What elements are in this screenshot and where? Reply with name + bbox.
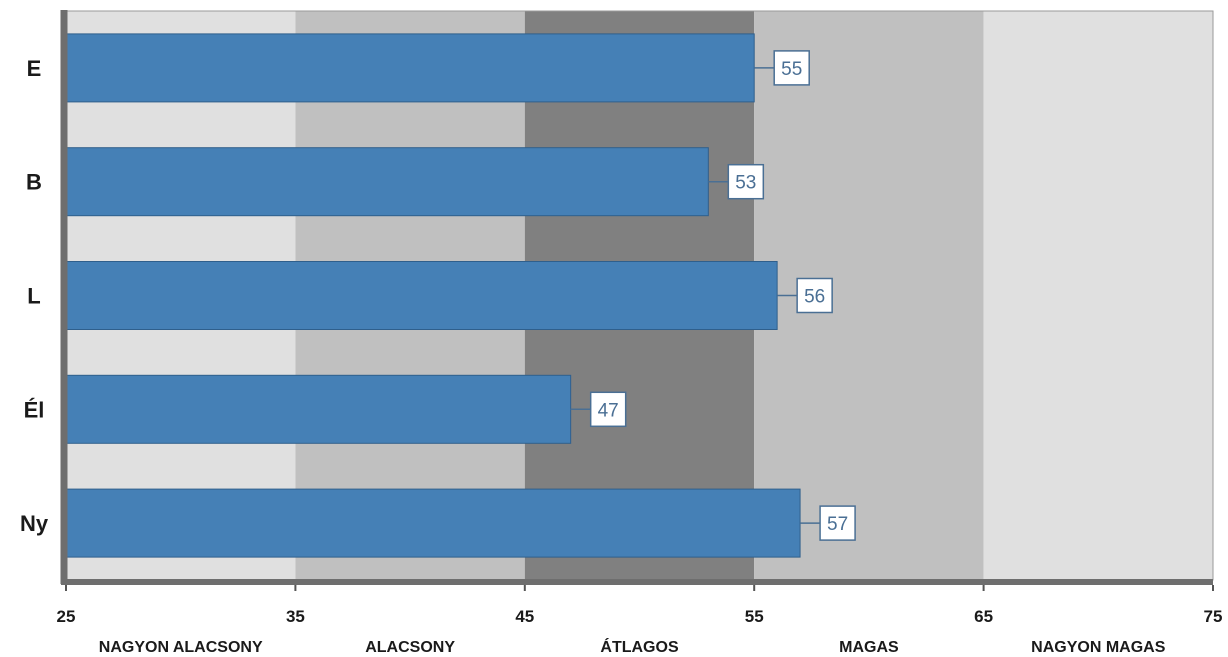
axes-group	[60, 10, 1214, 591]
bar	[65, 147, 709, 217]
value-label: 57	[827, 514, 848, 535]
category-label: E	[27, 56, 42, 81]
category-label: L	[27, 284, 40, 309]
value-label-box	[796, 277, 833, 314]
bar	[65, 33, 755, 103]
value-label: 47	[598, 400, 619, 421]
bar	[65, 488, 801, 558]
category-label: Él	[24, 397, 45, 422]
band-label: ÁTLAGOS	[600, 637, 679, 656]
value-label: 53	[735, 173, 756, 194]
x-tick-label: 45	[515, 607, 534, 626]
x-tick-label: 65	[974, 607, 993, 626]
band-label: NAGYON MAGAS	[1031, 639, 1166, 656]
band-4	[983, 11, 1213, 580]
band-label: NAGYON ALACSONY	[99, 639, 263, 656]
bar	[65, 261, 778, 330]
x-tick-label: 75	[1204, 607, 1223, 626]
band-label: MAGAS	[839, 639, 899, 656]
value-label-box	[727, 163, 765, 200]
value-label: 56	[804, 287, 825, 308]
value-label-box	[773, 50, 810, 86]
band-label: ALACSONY	[365, 639, 455, 656]
value-label-box	[819, 505, 856, 541]
x-tick-label: 35	[286, 607, 305, 626]
value-label: 55	[781, 59, 802, 80]
category-label: B	[26, 170, 42, 195]
labels-group: NAGYON ALACSONY ALACSONY ÁTLAGOS MAGAS NAGYO…	[20, 50, 1223, 656]
bar	[65, 374, 572, 444]
value-label-box	[589, 391, 627, 428]
x-tick-label: 55	[745, 607, 764, 626]
x-tick-label: 25	[57, 607, 76, 626]
category-label: Ny	[20, 511, 49, 536]
